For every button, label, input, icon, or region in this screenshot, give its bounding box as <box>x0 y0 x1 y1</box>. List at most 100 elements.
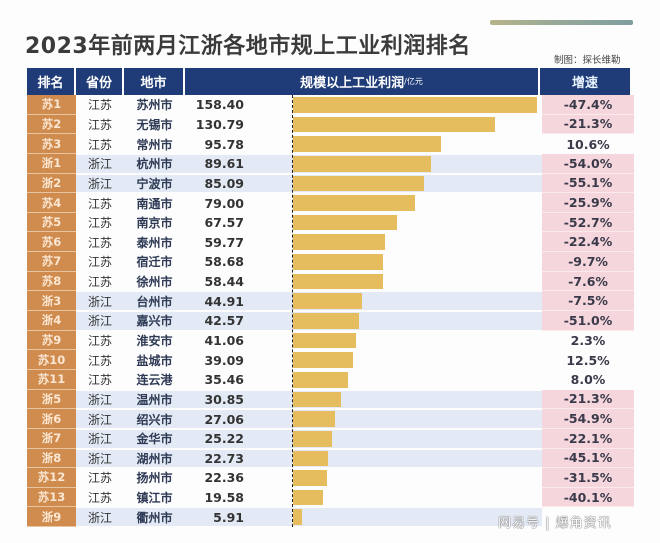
table-row: 苏9 江苏 淮安市 41.06 2.3% <box>27 330 634 351</box>
profit-bar <box>293 450 328 467</box>
table-row: 苏10 江苏 盐城市 39.09 12.5% <box>27 350 634 370</box>
growth-value: -7.5% <box>542 291 634 312</box>
city-cell: 台州市 <box>136 294 173 309</box>
chart-credit: 制图：探长维勒 <box>554 55 621 66</box>
province-cell: 江苏 <box>87 255 112 270</box>
profit-value: 39.09 <box>204 352 244 368</box>
growth-value: -7.6% <box>542 271 634 292</box>
table-row: 苏13 江苏 镇江市 19.58 -40.1% <box>27 487 634 508</box>
table-row: 苏11 江苏 连云港 35.46 8.0% <box>27 369 634 390</box>
table-row: 苏7 江苏 宿迁市 58.68 -9.7% <box>27 252 634 272</box>
growth-value: 10.6% <box>566 136 610 152</box>
rank-badge: 浙9 <box>27 507 76 528</box>
rank-badge: 苏12 <box>27 468 76 488</box>
rank-badge: 浙2 <box>27 173 76 194</box>
table-body: 苏1 江苏 苏州市 158.40 -47.4% 苏2 江苏 无锡市 130.79 -21.3% 苏3… <box>27 95 634 528</box>
rank-badge: 浙6 <box>27 409 76 429</box>
city-cell: 南京市 <box>136 216 173 231</box>
city-cell: 嘉兴市 <box>136 314 173 329</box>
profit-value: 58.68 <box>204 254 244 270</box>
table-row: 浙1 浙江 杭州市 89.61 -54.0% <box>27 153 634 174</box>
city-cell: 扬州市 <box>136 471 173 486</box>
city-cell: 盐城市 <box>136 353 173 368</box>
rank-badge: 浙7 <box>27 428 76 449</box>
profit-value: 27.06 <box>204 411 244 427</box>
province-cell: 江苏 <box>87 216 112 231</box>
profit-bar-cell <box>290 350 540 370</box>
header-rank: 排名 <box>27 68 76 95</box>
city-cell: 泰州市 <box>136 235 173 250</box>
header-province: 省份 <box>76 68 124 95</box>
growth-value: -22.4% <box>542 232 634 253</box>
city-cell: 淮安市 <box>136 334 173 348</box>
profit-bar-cell <box>290 311 540 331</box>
profit-bar-cell <box>290 429 540 449</box>
growth-value: -22.1% <box>542 428 634 449</box>
growth-value: -54.0% <box>542 153 634 174</box>
profit-value: 79.00 <box>204 195 244 211</box>
province-cell: 江苏 <box>87 334 112 348</box>
city-cell: 连云港 <box>136 373 173 388</box>
profit-bar <box>293 489 324 506</box>
ranking-table: 排名 省份 地市 规模以上工业利润/亿元 增速 苏1 江苏 苏州市 158.40 -47… <box>27 68 634 528</box>
profit-value: 59.77 <box>204 234 244 250</box>
province-cell: 江苏 <box>87 235 112 250</box>
rank-badge: 苏13 <box>27 487 76 508</box>
province-cell: 江苏 <box>87 471 112 486</box>
rank-badge: 苏6 <box>27 232 76 253</box>
profit-bar <box>293 234 386 251</box>
province-cell: 浙江 <box>87 510 112 525</box>
growth-value: -52.7% <box>542 212 634 233</box>
profit-bar <box>293 136 441 152</box>
province-cell: 江苏 <box>87 117 112 132</box>
profit-value: 158.40 <box>195 97 244 113</box>
profit-bar <box>293 155 431 172</box>
profit-bar <box>293 352 354 368</box>
city-cell: 衢州市 <box>136 510 173 525</box>
profit-bar-cell <box>290 390 540 410</box>
profit-value: 67.57 <box>204 215 244 231</box>
table-row: 浙5 浙江 温州市 30.85 -21.3% <box>27 389 634 410</box>
table-row: 苏8 江苏 徐州市 58.44 -7.6% <box>27 271 634 292</box>
profit-value: 25.22 <box>204 431 244 447</box>
rank-badge: 苏1 <box>27 95 76 115</box>
rank-badge: 苏2 <box>27 114 76 135</box>
profit-bar <box>293 509 303 526</box>
rank-badge: 苏9 <box>27 330 76 351</box>
profit-value: 58.44 <box>204 274 244 290</box>
province-cell: 浙江 <box>87 412 112 427</box>
profit-bar <box>293 313 359 329</box>
profit-bar <box>293 411 335 427</box>
profit-value: 19.58 <box>204 490 244 506</box>
profit-bar <box>293 195 415 211</box>
city-cell: 常州市 <box>136 137 173 152</box>
header-profit: 规模以上工业利润/亿元 <box>185 68 540 95</box>
row-background <box>76 508 542 527</box>
profit-bar-cell <box>290 291 540 311</box>
growth-value: -25.9% <box>542 193 634 213</box>
province-cell: 浙江 <box>87 314 112 329</box>
table-row: 苏5 江苏 南京市 67.57 -52.7% <box>27 212 634 233</box>
profit-value: 89.61 <box>204 156 244 172</box>
growth-value: 8.0% <box>570 372 606 388</box>
table-row: 苏4 江苏 南通市 79.00 -25.9% <box>27 193 634 213</box>
profit-bar-cell <box>290 213 540 233</box>
rank-badge: 浙3 <box>27 291 76 312</box>
profit-bar-cell <box>290 115 540 135</box>
profit-value: 44.91 <box>204 293 244 309</box>
growth-value: -31.5% <box>542 468 634 488</box>
profit-bar <box>293 332 357 349</box>
province-cell: 江苏 <box>87 275 112 290</box>
table-row: 苏3 江苏 常州市 95.78 10.6% <box>27 134 634 154</box>
table-header: 排名 省份 地市 规模以上工业利润/亿元 增速 <box>27 68 634 95</box>
city-cell: 宁波市 <box>136 176 173 191</box>
header-city: 地市 <box>124 68 185 95</box>
growth-value: -21.3% <box>542 114 634 135</box>
header-profit-unit: /亿元 <box>404 77 423 86</box>
growth-value: -9.7% <box>542 252 634 272</box>
city-cell: 南通市 <box>136 196 173 211</box>
table-row: 浙6 浙江 绍兴市 27.06 -54.9% <box>27 409 634 429</box>
header-growth: 增速 <box>540 68 630 95</box>
rank-badge: 浙5 <box>27 389 76 410</box>
city-cell: 温州市 <box>136 392 173 407</box>
